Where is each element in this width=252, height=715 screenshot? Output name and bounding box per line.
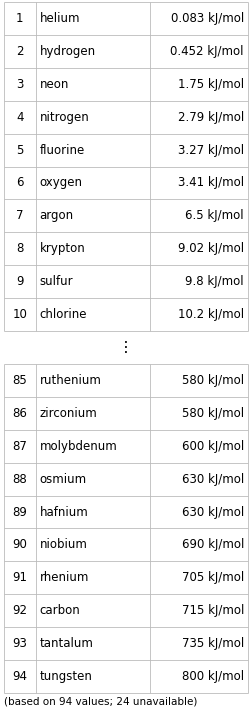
Text: 630 kJ/mol: 630 kJ/mol xyxy=(182,473,244,485)
Text: 0.083 kJ/mol: 0.083 kJ/mol xyxy=(171,12,244,25)
Text: 90: 90 xyxy=(12,538,27,551)
Text: fluorine: fluorine xyxy=(40,144,85,157)
Text: 88: 88 xyxy=(13,473,27,485)
Text: 10: 10 xyxy=(12,308,27,321)
Text: 0.452 kJ/mol: 0.452 kJ/mol xyxy=(171,45,244,58)
Text: 9.8 kJ/mol: 9.8 kJ/mol xyxy=(185,275,244,288)
Text: 92: 92 xyxy=(12,604,27,617)
Text: 735 kJ/mol: 735 kJ/mol xyxy=(182,637,244,650)
Text: 86: 86 xyxy=(12,407,27,420)
Text: 2.79 kJ/mol: 2.79 kJ/mol xyxy=(178,111,244,124)
Text: 94: 94 xyxy=(12,670,27,683)
Text: 93: 93 xyxy=(12,637,27,650)
Text: chlorine: chlorine xyxy=(40,308,87,321)
Text: 6.5 kJ/mol: 6.5 kJ/mol xyxy=(185,209,244,222)
Text: 3: 3 xyxy=(16,78,23,91)
Text: 10.2 kJ/mol: 10.2 kJ/mol xyxy=(178,308,244,321)
Text: 87: 87 xyxy=(12,440,27,453)
Text: 8: 8 xyxy=(16,242,23,255)
Text: 85: 85 xyxy=(13,374,27,387)
Text: 705 kJ/mol: 705 kJ/mol xyxy=(182,571,244,584)
Text: 3.41 kJ/mol: 3.41 kJ/mol xyxy=(178,177,244,189)
Text: 715 kJ/mol: 715 kJ/mol xyxy=(182,604,244,617)
Text: 9.02 kJ/mol: 9.02 kJ/mol xyxy=(178,242,244,255)
Text: 6: 6 xyxy=(16,177,24,189)
Text: krypton: krypton xyxy=(40,242,85,255)
Text: 2: 2 xyxy=(16,45,24,58)
Text: tantalum: tantalum xyxy=(40,637,93,650)
Text: 5: 5 xyxy=(16,144,23,157)
Text: 91: 91 xyxy=(12,571,27,584)
Text: 800 kJ/mol: 800 kJ/mol xyxy=(182,670,244,683)
Text: osmium: osmium xyxy=(40,473,87,485)
Text: (based on 94 values; 24 unavailable): (based on 94 values; 24 unavailable) xyxy=(4,696,197,706)
Text: 3.27 kJ/mol: 3.27 kJ/mol xyxy=(178,144,244,157)
Text: tungsten: tungsten xyxy=(40,670,92,683)
Text: 580 kJ/mol: 580 kJ/mol xyxy=(182,407,244,420)
Text: hafnium: hafnium xyxy=(40,506,88,518)
Text: 690 kJ/mol: 690 kJ/mol xyxy=(182,538,244,551)
Text: hydrogen: hydrogen xyxy=(40,45,96,58)
Text: niobium: niobium xyxy=(40,538,88,551)
Text: argon: argon xyxy=(40,209,74,222)
Text: 1: 1 xyxy=(16,12,24,25)
Text: nitrogen: nitrogen xyxy=(40,111,89,124)
Text: 600 kJ/mol: 600 kJ/mol xyxy=(182,440,244,453)
Text: 9: 9 xyxy=(16,275,24,288)
Text: 630 kJ/mol: 630 kJ/mol xyxy=(182,506,244,518)
Text: molybdenum: molybdenum xyxy=(40,440,117,453)
Text: sulfur: sulfur xyxy=(40,275,73,288)
Text: 7: 7 xyxy=(16,209,24,222)
Text: zirconium: zirconium xyxy=(40,407,98,420)
Text: 4: 4 xyxy=(16,111,24,124)
Text: oxygen: oxygen xyxy=(40,177,83,189)
Text: ⋮: ⋮ xyxy=(118,340,134,355)
Text: 580 kJ/mol: 580 kJ/mol xyxy=(182,374,244,387)
Text: rhenium: rhenium xyxy=(40,571,89,584)
Text: neon: neon xyxy=(40,78,69,91)
Text: 1.75 kJ/mol: 1.75 kJ/mol xyxy=(178,78,244,91)
Text: 89: 89 xyxy=(12,506,27,518)
Text: helium: helium xyxy=(40,12,80,25)
Text: ruthenium: ruthenium xyxy=(40,374,102,387)
Text: carbon: carbon xyxy=(40,604,80,617)
